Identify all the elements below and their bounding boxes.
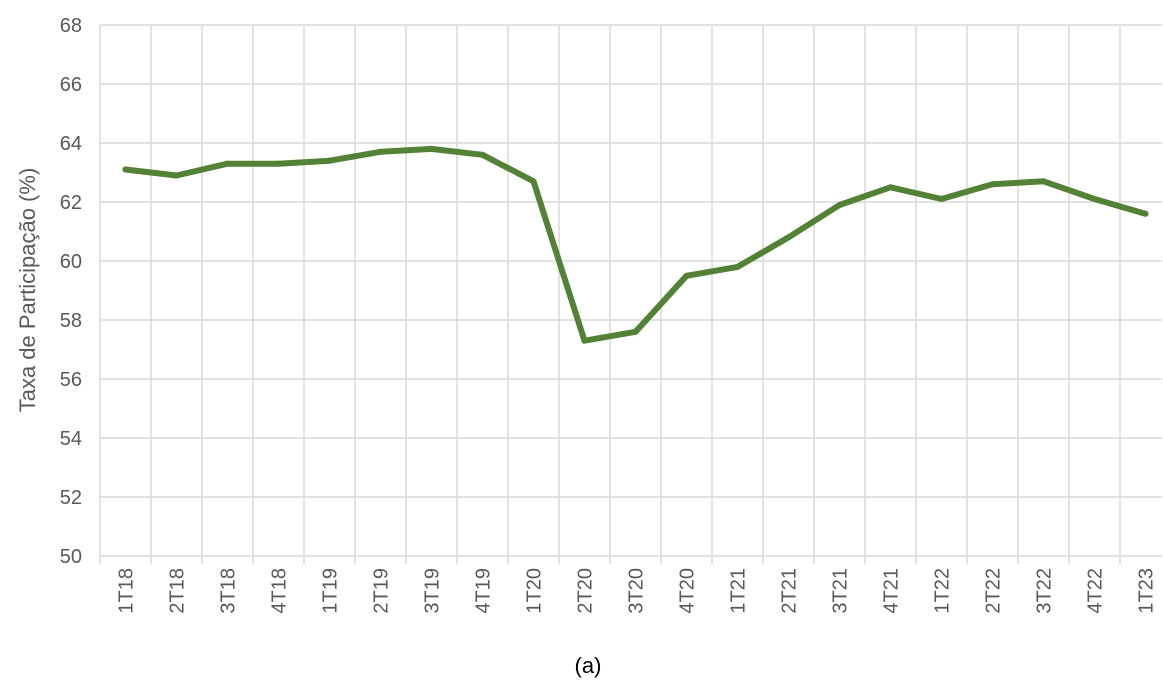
data-point xyxy=(428,145,435,152)
y-tick-label: 62 xyxy=(60,192,82,214)
y-tick-label: 66 xyxy=(60,74,82,96)
x-tick-label: 3T21 xyxy=(830,568,852,614)
y-tick-label: 54 xyxy=(60,428,82,450)
figure-caption: (a) xyxy=(575,653,602,678)
x-tick-label: 3T18 xyxy=(218,568,240,614)
x-tick-label: 3T19 xyxy=(422,568,444,614)
data-point xyxy=(1142,210,1149,217)
x-tick-label: 2T19 xyxy=(371,568,393,614)
x-tick-label: 2T20 xyxy=(575,568,597,614)
data-point xyxy=(887,184,894,191)
y-tick-label: 56 xyxy=(60,369,82,391)
series-layer xyxy=(122,145,1149,344)
data-point xyxy=(479,151,486,158)
data-point xyxy=(530,178,537,185)
y-axis-ticks: 50 52 54 56 58 60 62 64 66 68 xyxy=(60,15,82,568)
x-tick-label: 1T19 xyxy=(320,568,342,614)
y-tick-label: 68 xyxy=(60,15,82,37)
data-point xyxy=(224,160,231,167)
data-point xyxy=(1040,178,1047,185)
x-tick-label: 1T20 xyxy=(524,568,546,614)
data-point xyxy=(989,181,996,188)
y-tick-label: 64 xyxy=(60,133,82,155)
data-point xyxy=(275,160,282,167)
data-point xyxy=(785,234,792,241)
x-tick-label: 4T19 xyxy=(473,568,495,614)
series-line xyxy=(122,145,1149,344)
x-tick-label: 4T20 xyxy=(677,568,699,614)
data-point xyxy=(581,337,588,344)
data-point xyxy=(1091,196,1098,203)
y-tick-label: 58 xyxy=(60,310,82,332)
data-point xyxy=(632,328,639,335)
data-point xyxy=(377,148,384,155)
x-tick-label: 1T21 xyxy=(728,568,750,614)
x-axis-ticks: 1T18 2T18 3T18 4T18 1T19 2T19 3T19 4T19 1T20 2T20… xyxy=(116,568,1158,614)
y-tick-label: 60 xyxy=(60,251,82,273)
data-point xyxy=(173,172,180,179)
y-tick-label: 52 xyxy=(60,487,82,509)
data-point xyxy=(122,166,129,173)
data-point xyxy=(836,201,843,208)
x-tick-label: 3T22 xyxy=(1034,568,1056,614)
y-axis-label: Taxa de Participação (%) xyxy=(15,168,40,413)
x-tick-label: 1T23 xyxy=(1136,568,1158,614)
x-tick-label: 1T22 xyxy=(932,568,954,614)
data-point xyxy=(683,272,690,279)
data-point xyxy=(938,196,945,203)
x-tick-label: 4T21 xyxy=(881,568,903,614)
data-point xyxy=(734,263,741,270)
x-tick-label: 4T18 xyxy=(269,568,291,614)
data-point xyxy=(326,157,333,164)
x-tick-label: 2T21 xyxy=(779,568,801,614)
x-tick-label: 4T22 xyxy=(1085,568,1107,614)
x-tick-label: 3T20 xyxy=(626,568,648,614)
x-tick-label: 2T22 xyxy=(983,568,1005,614)
x-tick-label: 1T18 xyxy=(116,568,138,614)
x-tick-label: 2T18 xyxy=(167,568,189,614)
y-tick-label: 50 xyxy=(60,546,82,568)
gridlines xyxy=(99,24,1162,564)
